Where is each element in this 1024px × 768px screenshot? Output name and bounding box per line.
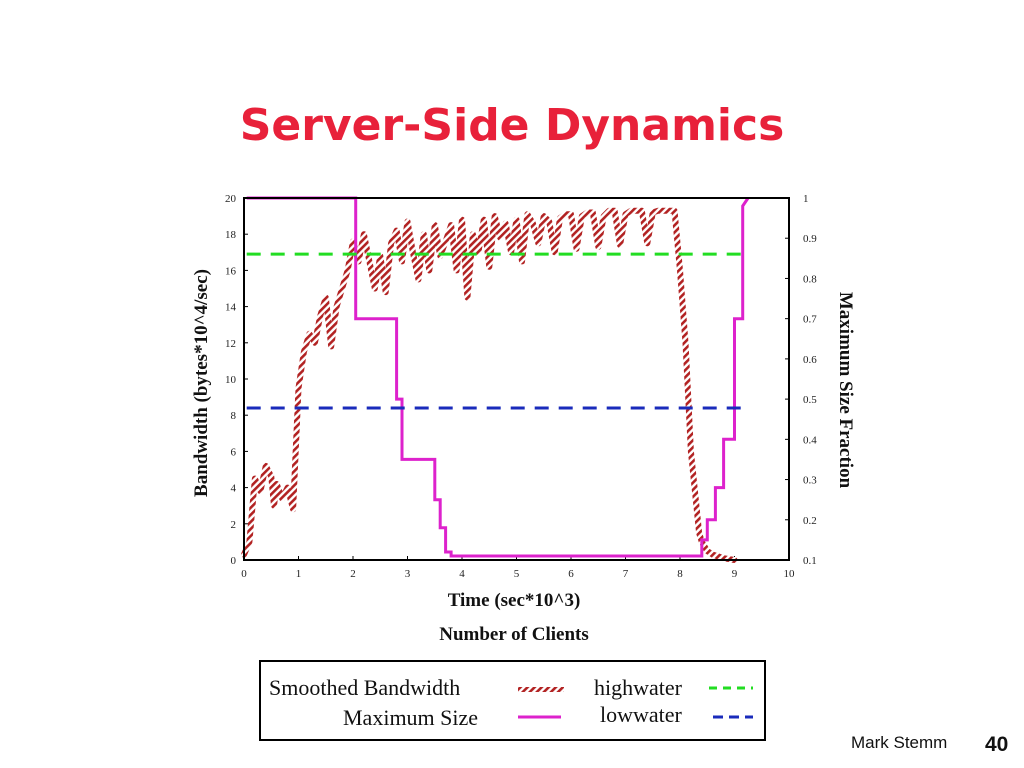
legend-label-highwater: highwater: [594, 675, 683, 700]
series-line-smoothed-bandwidth: [241, 207, 738, 563]
x-tick-label: 0: [241, 568, 247, 580]
y-tick-label: 8: [231, 410, 237, 422]
y2-axis-title: Maximum Size Fraction: [835, 292, 856, 489]
legend-label-maximum-size: Maximum Size: [343, 705, 478, 730]
x-tick-label: 7: [623, 568, 629, 580]
y2-tick-label: 0.8: [803, 273, 817, 285]
series-line-maximum-size: [246, 196, 750, 558]
y2-tick-label: 0.7: [803, 314, 817, 326]
legend-svg: Smoothed Bandwidth Maximum Size highwate…: [269, 675, 753, 730]
y-tick-label: 12: [225, 338, 236, 350]
y2-tick-label: 0.2: [803, 515, 817, 527]
y-tick-label: 14: [225, 302, 237, 314]
chart-legend: Smoothed Bandwidth Maximum Size highwate…: [259, 660, 766, 741]
x-tick-label: 4: [459, 568, 465, 580]
x-tick-label: 8: [677, 568, 683, 580]
y2-tick-label: 1: [803, 193, 809, 205]
y2-tick-label: 0.6: [803, 354, 817, 366]
legend-label-lowwater: lowwater: [600, 702, 683, 727]
x-axis-title: Time (sec*10^3): [448, 590, 581, 611]
y-axis-title: Bandwidth (bytes*10^4/sec): [191, 269, 212, 497]
legend-label-smoothed-bandwidth: Smoothed Bandwidth: [269, 675, 460, 700]
legend-swatch-smoothed-bandwidth: [518, 687, 564, 692]
y-tick-label: 18: [225, 229, 237, 241]
x-tick-label: 6: [568, 568, 574, 580]
x-tick-label: 2: [350, 568, 356, 580]
page-number: 40: [985, 733, 1009, 756]
y2-tick-label: 0.4: [803, 434, 817, 446]
x-tick-label: 1: [296, 568, 302, 580]
y-tick-label: 20: [225, 193, 237, 205]
plot-layer: 0 1 2 3 4 5 6 7 8 9 10024681012141618200.10.20.30.…: [225, 193, 817, 580]
y-tick-label: 6: [231, 446, 237, 458]
y-tick-label: 0: [231, 555, 237, 567]
x-tick-label: 3: [405, 568, 411, 580]
y-tick-label: 10: [225, 374, 237, 386]
plot-frame: [243, 197, 790, 561]
y2-tick-label: 0.5: [803, 394, 817, 406]
x-axis-subtitle: Number of Clients: [439, 624, 589, 645]
x-tick-label: 5: [514, 568, 520, 580]
y2-tick-label: 0.1: [803, 555, 817, 567]
y-tick-label: 4: [231, 483, 237, 495]
slide-title: Server-Side Dynamics: [239, 100, 785, 151]
y-tick-label: 16: [225, 265, 237, 277]
x-tick-label: 9: [732, 568, 738, 580]
y-tick-label: 2: [231, 519, 237, 531]
x-tick-label: 10: [784, 568, 796, 580]
y2-tick-label: 0.9: [803, 233, 817, 245]
author-name: Mark Stemm: [851, 733, 948, 752]
y2-tick-label: 0.3: [803, 475, 817, 487]
